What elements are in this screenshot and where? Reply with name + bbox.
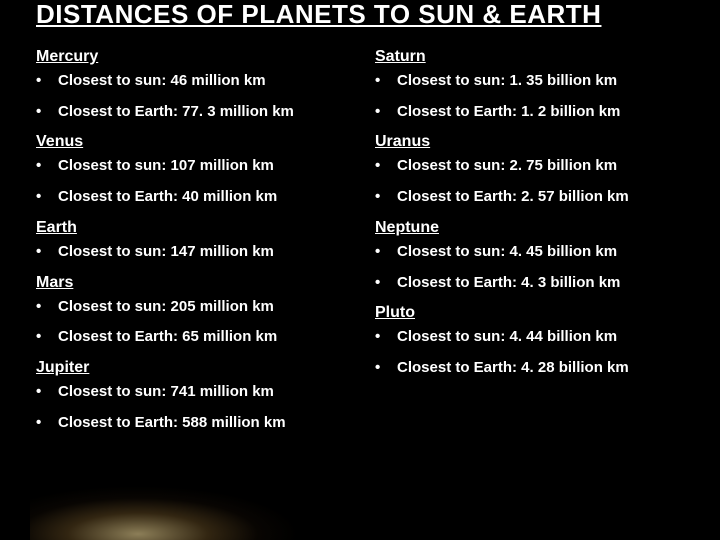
planet-mercury: Mercury <box>36 48 345 66</box>
decorative-glow <box>30 450 390 540</box>
pluto-list: Closest to sun: 4. 44 billion km Closest… <box>375 328 684 378</box>
venus-list: Closest to sun: 107 million km Closest t… <box>36 157 345 207</box>
planet-venus: Venus <box>36 133 345 151</box>
planet-jupiter: Jupiter <box>36 359 345 377</box>
list-item: Closest to Earth: 65 million km <box>36 328 345 347</box>
list-item: Closest to Earth: 4. 28 billion km <box>375 359 684 378</box>
list-item: Closest to sun: 4. 44 billion km <box>375 328 684 347</box>
list-item: Closest to sun: 205 million km <box>36 298 345 317</box>
planet-neptune: Neptune <box>375 219 684 237</box>
list-item: Closest to Earth: 4. 3 billion km <box>375 274 684 293</box>
neptune-list: Closest to sun: 4. 45 billion km Closest… <box>375 243 684 293</box>
mercury-list: Closest to sun: 46 million km Closest to… <box>36 72 345 122</box>
list-item: Closest to Earth: 1. 2 billion km <box>375 103 684 122</box>
list-item: Closest to sun: 4. 45 billion km <box>375 243 684 262</box>
list-item: Closest to Earth: 588 million km <box>36 414 345 433</box>
list-item: Closest to Earth: 40 million km <box>36 188 345 207</box>
list-item: Closest to sun: 741 million km <box>36 383 345 402</box>
uranus-list: Closest to sun: 2. 75 billion km Closest… <box>375 157 684 207</box>
list-item: Closest to Earth: 77. 3 million km <box>36 103 345 122</box>
planet-pluto: Pluto <box>375 304 684 322</box>
list-item: Closest to sun: 1. 35 billion km <box>375 72 684 91</box>
mars-list: Closest to sun: 205 million km Closest t… <box>36 298 345 348</box>
list-item: Closest to sun: 2. 75 billion km <box>375 157 684 176</box>
planet-earth: Earth <box>36 219 345 237</box>
columns: Mercury Closest to sun: 46 million km Cl… <box>36 40 684 445</box>
list-item: Closest to sun: 147 million km <box>36 243 345 262</box>
right-column: Saturn Closest to sun: 1. 35 billion km … <box>375 40 684 445</box>
list-item: Closest to sun: 46 million km <box>36 72 345 91</box>
saturn-list: Closest to sun: 1. 35 billion km Closest… <box>375 72 684 122</box>
slide-title: DISTANCES OF PLANETS TO SUN & EARTH <box>36 0 684 30</box>
planet-uranus: Uranus <box>375 133 684 151</box>
earth-list: Closest to sun: 147 million km <box>36 243 345 262</box>
list-item: Closest to Earth: 2. 57 billion km <box>375 188 684 207</box>
planet-saturn: Saturn <box>375 48 684 66</box>
jupiter-list: Closest to sun: 741 million km Closest t… <box>36 383 345 433</box>
planet-mars: Mars <box>36 274 345 292</box>
list-item: Closest to sun: 107 million km <box>36 157 345 176</box>
left-column: Mercury Closest to sun: 46 million km Cl… <box>36 40 345 445</box>
